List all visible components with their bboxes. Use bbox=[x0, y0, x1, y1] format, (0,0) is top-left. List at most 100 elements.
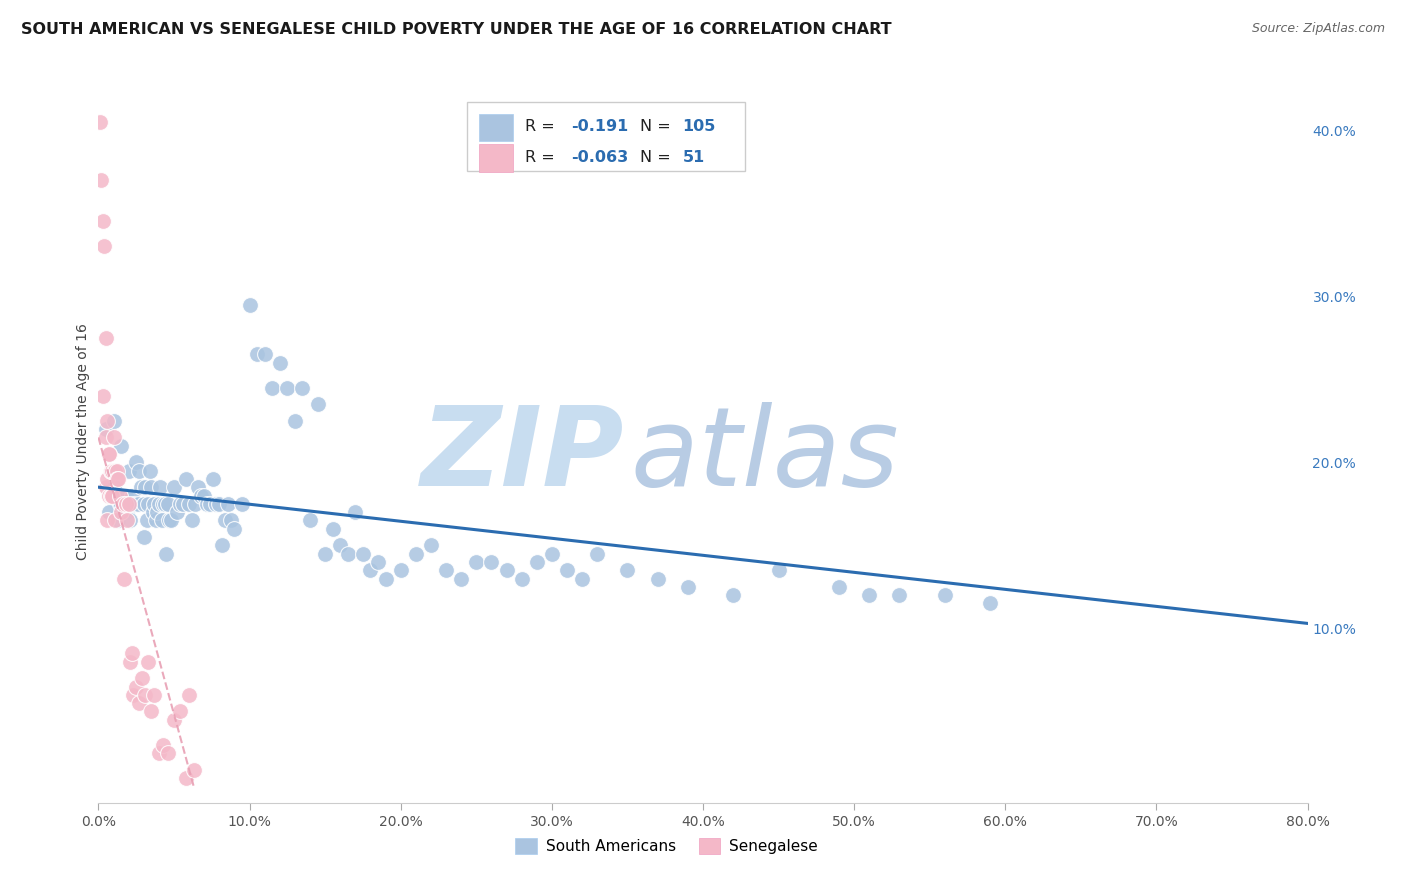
Point bbox=[94, 331, 117, 345]
Point bbox=[139, 464, 162, 478]
Point bbox=[299, 513, 322, 527]
Point bbox=[190, 489, 212, 503]
Point bbox=[200, 497, 222, 511]
Point bbox=[152, 738, 174, 752]
Point bbox=[239, 297, 262, 311]
Point bbox=[115, 513, 138, 527]
Point bbox=[152, 497, 174, 511]
Point bbox=[156, 746, 179, 760]
Point bbox=[89, 115, 111, 129]
Point bbox=[586, 547, 609, 561]
Point bbox=[129, 480, 152, 494]
Point bbox=[103, 464, 125, 478]
Point bbox=[155, 547, 177, 561]
Point bbox=[183, 763, 205, 777]
Point bbox=[495, 563, 517, 577]
Point bbox=[148, 497, 170, 511]
Point bbox=[136, 655, 159, 669]
Point bbox=[193, 489, 215, 503]
Point bbox=[284, 414, 307, 428]
Point bbox=[187, 480, 209, 494]
Point bbox=[110, 439, 132, 453]
Point bbox=[145, 513, 167, 527]
Point bbox=[114, 497, 136, 511]
Point bbox=[481, 555, 503, 569]
Point bbox=[93, 239, 115, 253]
Text: 51: 51 bbox=[682, 150, 704, 165]
Text: N =: N = bbox=[640, 150, 676, 165]
Point bbox=[104, 464, 127, 478]
Point bbox=[858, 588, 880, 602]
Point bbox=[98, 447, 121, 461]
Point bbox=[149, 480, 172, 494]
Point bbox=[146, 505, 169, 519]
Point bbox=[979, 597, 1001, 611]
Point bbox=[100, 464, 122, 478]
Point bbox=[142, 505, 165, 519]
Point bbox=[141, 705, 163, 719]
Point bbox=[169, 497, 191, 511]
Point bbox=[101, 464, 124, 478]
Point bbox=[103, 430, 125, 444]
Point bbox=[104, 513, 127, 527]
Point bbox=[211, 538, 233, 552]
Point bbox=[128, 464, 150, 478]
Point bbox=[434, 563, 457, 577]
Point bbox=[94, 430, 117, 444]
Point bbox=[105, 489, 128, 503]
Point bbox=[195, 497, 218, 511]
Point bbox=[181, 513, 204, 527]
Point bbox=[214, 513, 236, 527]
Point bbox=[768, 563, 790, 577]
Point bbox=[98, 489, 121, 503]
Text: ZIP: ZIP bbox=[420, 402, 624, 509]
Point bbox=[179, 497, 201, 511]
Point bbox=[336, 547, 359, 561]
Point bbox=[96, 513, 118, 527]
Point bbox=[134, 688, 156, 702]
Point bbox=[141, 480, 163, 494]
Point bbox=[111, 497, 134, 511]
Point bbox=[202, 472, 225, 486]
Point bbox=[148, 746, 170, 760]
Text: N =: N = bbox=[640, 120, 676, 134]
Point bbox=[156, 497, 179, 511]
Point bbox=[159, 513, 181, 527]
Point bbox=[122, 497, 145, 511]
Point bbox=[125, 455, 148, 469]
Point bbox=[160, 513, 183, 527]
Y-axis label: Child Poverty Under the Age of 16: Child Poverty Under the Age of 16 bbox=[76, 323, 90, 560]
Point bbox=[307, 397, 329, 411]
Point bbox=[128, 696, 150, 710]
Point bbox=[118, 464, 141, 478]
Point bbox=[246, 347, 269, 361]
Point bbox=[94, 480, 117, 494]
Point bbox=[889, 588, 911, 602]
Text: SOUTH AMERICAN VS SENEGALESE CHILD POVERTY UNDER THE AGE OF 16 CORRELATION CHART: SOUTH AMERICAN VS SENEGALESE CHILD POVER… bbox=[21, 22, 891, 37]
Point bbox=[322, 522, 344, 536]
FancyBboxPatch shape bbox=[479, 113, 513, 141]
Point bbox=[98, 505, 121, 519]
Point bbox=[465, 555, 488, 569]
Point bbox=[136, 497, 159, 511]
Point bbox=[934, 588, 956, 602]
Point bbox=[389, 563, 412, 577]
Point bbox=[127, 497, 149, 511]
Point bbox=[143, 688, 166, 702]
Point bbox=[616, 563, 638, 577]
Point bbox=[360, 563, 382, 577]
Point bbox=[540, 547, 562, 561]
Point bbox=[163, 480, 186, 494]
Point bbox=[122, 688, 145, 702]
Point bbox=[269, 356, 291, 370]
Point bbox=[344, 505, 367, 519]
Text: -0.191: -0.191 bbox=[571, 120, 628, 134]
Point bbox=[571, 572, 593, 586]
Point bbox=[352, 547, 374, 561]
Point bbox=[150, 513, 173, 527]
Point bbox=[329, 538, 352, 552]
Text: R =: R = bbox=[526, 150, 560, 165]
Point bbox=[367, 555, 389, 569]
Point bbox=[107, 513, 129, 527]
Point bbox=[262, 380, 284, 394]
